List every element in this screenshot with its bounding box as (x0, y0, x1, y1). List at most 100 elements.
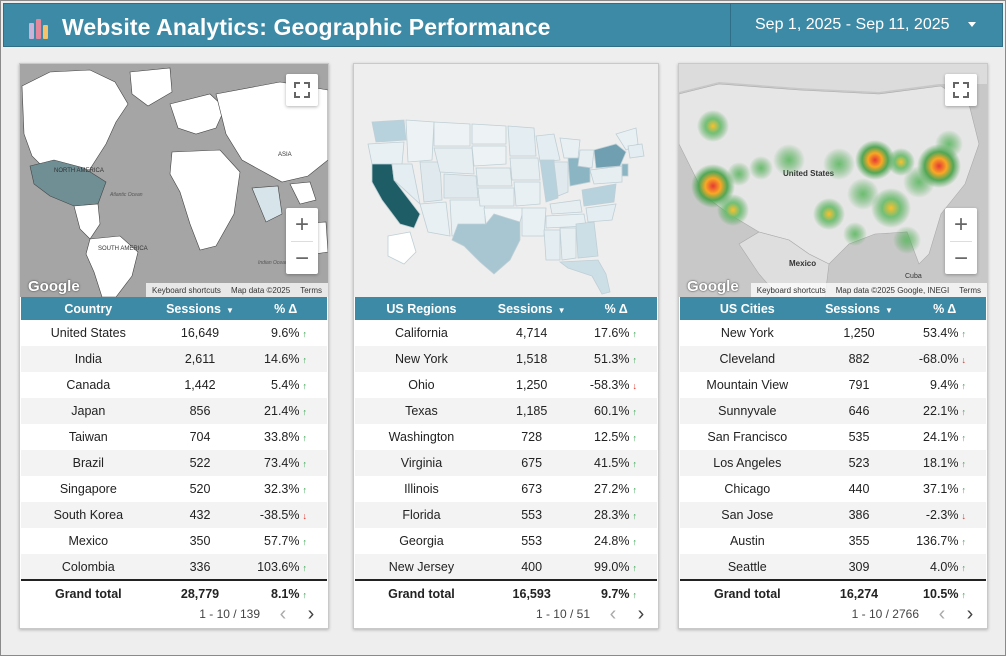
pct-change-value: -58.3% (589, 378, 630, 392)
zoom-out-button[interactable]: − (953, 244, 968, 272)
pct-change-value: 18.1% (923, 456, 959, 470)
sessions-cell: 309 (814, 554, 904, 580)
pct-change-value: 21.4% (264, 404, 300, 418)
pct-change-cell: 28.3% ↑ (575, 502, 657, 528)
chevron-left-icon[interactable]: ‹ (938, 603, 946, 625)
pct-change-value: 41.5% (594, 456, 630, 470)
sort-desc-icon: ▼ (225, 305, 234, 315)
pct-change-cell: 4.0% ↑ (903, 554, 986, 580)
keyboard-shortcuts-link[interactable]: Keyboard shortcuts (152, 285, 221, 295)
name-cell: South Korea (21, 502, 156, 528)
table-row: New Jersey 400 99.0% ↑ (355, 554, 657, 580)
table-row: Florida 553 28.3% ↑ (355, 502, 657, 528)
chevron-left-icon[interactable]: ‹ (609, 603, 617, 625)
table-row: San Francisco 535 24.1% ↑ (680, 424, 986, 450)
us-states-map[interactable] (354, 64, 658, 297)
country-table: Country Sessions ▼ % Δ United States 16,64… (21, 297, 327, 606)
pct-change-value: 136.7% (916, 534, 959, 548)
name-cell: San Jose (680, 502, 815, 528)
zoom-in-button[interactable]: + (953, 210, 968, 238)
arrow-up-icon: ↑ (632, 329, 638, 339)
map-label: Cuba (905, 273, 922, 280)
column-header-sessions[interactable]: Sessions ▼ (155, 297, 245, 320)
pct-change-value: 28.3% (594, 508, 630, 522)
table-row: New York 1,518 51.3% ↑ (355, 346, 657, 372)
table-row: Mountain View 791 9.4% ↑ (680, 372, 986, 398)
name-cell: Grand total (21, 579, 156, 606)
map-data-text: Map data ©2025 Google, INEGI (835, 285, 950, 295)
name-cell: California (395, 326, 448, 340)
country-card: NORTH AMERICA Atlantic Ocean SOUTH AMERI… (19, 63, 329, 629)
column-header-sessions[interactable]: Sessions ▼ (814, 297, 904, 320)
pct-change-cell: 14.6% ↑ (244, 346, 327, 372)
table-row: Virginia 675 41.5% ↑ (355, 450, 657, 476)
pager-range: 1 - 10 / 51 (535, 607, 590, 621)
column-header-sessions[interactable]: Sessions ▼ (487, 297, 576, 320)
pct-change-cell: 22.1% ↑ (903, 398, 986, 424)
pct-change-value: 9.7% (601, 586, 630, 601)
name-cell: Mexico (68, 534, 109, 548)
sessions-cell: 350 (189, 534, 211, 548)
world-map[interactable]: NORTH AMERICA Atlantic Ocean SOUTH AMERI… (20, 64, 328, 297)
pct-change-cell: -68.0% ↓ (903, 346, 986, 372)
zoom-out-button[interactable]: − (294, 244, 309, 272)
fullscreen-icon[interactable] (945, 74, 977, 106)
arrow-up-icon: ↑ (961, 329, 967, 339)
pct-change-cell: 17.6% ↑ (575, 320, 657, 346)
sessions-cell: 432 (155, 502, 245, 528)
table-row: Chicago 440 37.1% ↑ (680, 476, 986, 502)
arrow-up-icon: ↑ (632, 485, 638, 495)
column-header-city[interactable]: US Cities (680, 297, 815, 320)
sessions-cell: 535 (848, 430, 870, 444)
chevron-right-icon[interactable]: › (307, 603, 315, 625)
arrow-down-icon: ↓ (302, 511, 308, 521)
pct-change-value: 103.6% (257, 559, 300, 574)
pager-range: 1 - 10 / 139 (199, 607, 260, 621)
arrow-up-icon: ↑ (632, 355, 638, 365)
name-cell: Florida (355, 502, 488, 528)
chevron-right-icon[interactable]: › (966, 603, 974, 625)
date-range-picker[interactable]: Sep 1, 2025 - Sep 11, 2025 (730, 4, 1002, 46)
sessions-cell: 4,714 (516, 326, 548, 340)
table-row: Taiwan 704 33.8% ↑ (21, 424, 327, 450)
keyboard-shortcuts-link[interactable]: Keyboard shortcuts (756, 285, 826, 295)
name-cell: India (21, 346, 156, 372)
fullscreen-icon[interactable] (286, 74, 318, 106)
pct-change-cell: 32.3% ↑ (244, 476, 327, 502)
name-cell: Chicago (724, 482, 771, 496)
arrow-up-icon: ↑ (961, 433, 967, 443)
arrow-up-icon: ↑ (961, 407, 967, 417)
table-row: Austin 355 136.7% ↑ (680, 528, 986, 554)
sessions-cell: 1,185 (487, 398, 576, 424)
name-cell: Colombia (21, 554, 156, 580)
table-row: Brazil 522 73.4% ↑ (21, 450, 327, 476)
terms-link[interactable]: Terms (300, 285, 322, 295)
pct-change-value: 37.1% (923, 482, 959, 496)
arrow-down-icon: ↓ (961, 511, 967, 521)
chevron-right-icon[interactable]: › (637, 603, 645, 625)
us-cities-heatmap[interactable]: United States Mexico Cuba (679, 64, 987, 297)
column-header-region[interactable]: US Regions (355, 297, 488, 320)
column-header-pct-change[interactable]: % Δ (575, 297, 657, 320)
table-row: Texas 1,185 60.1% ↑ (355, 398, 657, 424)
chevron-left-icon[interactable]: ‹ (279, 603, 287, 625)
pct-change-value: -38.5% (259, 508, 300, 522)
sessions-cell: 16,274 (814, 579, 904, 606)
arrow-up-icon: ↑ (632, 537, 638, 547)
column-header-pct-change[interactable]: % Δ (903, 297, 986, 320)
zoom-control: + − (286, 208, 318, 274)
name-cell: Washington (388, 430, 455, 444)
zoom-in-button[interactable]: + (294, 210, 309, 238)
pct-change-cell: 99.0% ↑ (575, 554, 657, 580)
name-cell: Austin (729, 534, 765, 548)
arrow-up-icon: ↑ (961, 485, 967, 495)
column-header-country[interactable]: Country (21, 297, 156, 320)
table-row: Singapore 520 32.3% ↑ (21, 476, 327, 502)
sessions-cell: 440 (848, 482, 870, 496)
table-row: Ohio 1,250 -58.3% ↓ (355, 372, 657, 398)
terms-link[interactable]: Terms (959, 285, 981, 295)
sessions-cell: 553 (487, 502, 576, 528)
name-cell: New Jersey (355, 554, 488, 580)
name-cell: Japan (21, 398, 156, 424)
column-header-pct-change[interactable]: % Δ (244, 297, 327, 320)
